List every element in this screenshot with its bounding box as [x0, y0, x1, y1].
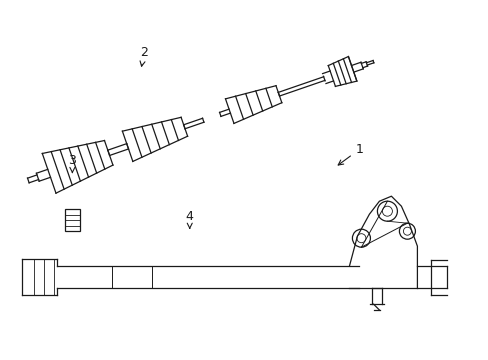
Bar [64, 209, 80, 231]
Text: 4: 4 [185, 210, 193, 229]
Text: 1: 1 [338, 143, 363, 165]
Text: 2: 2 [140, 46, 148, 66]
Text: 3: 3 [68, 154, 76, 173]
